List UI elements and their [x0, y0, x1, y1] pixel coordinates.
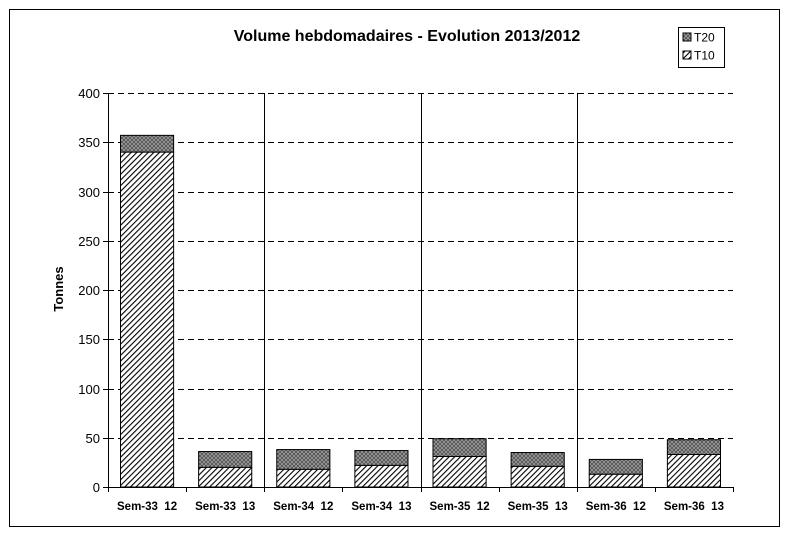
y-tick-label: 200	[78, 283, 100, 298]
bar-t20	[510, 452, 565, 467]
y-tick-label: 100	[78, 382, 100, 397]
bar-t10	[510, 465, 565, 488]
x-tick-label: Sem-33 12	[117, 501, 177, 513]
bar-t20	[354, 450, 409, 466]
legend-label-t20: T20	[694, 31, 715, 45]
bar-t10	[276, 468, 331, 488]
y-tick-label: 350	[78, 135, 100, 150]
bar-t10	[588, 473, 643, 488]
bar-t20	[432, 438, 487, 457]
bar-t20	[276, 449, 331, 470]
legend-swatch-t20	[682, 32, 692, 42]
x-tick-label: Sem-33 13	[195, 501, 255, 513]
x-tick-label: Sem-35 12	[430, 501, 490, 513]
y-tick-label: 150	[78, 332, 100, 347]
bar-t10	[666, 453, 721, 488]
bar-t10	[432, 455, 487, 488]
bar-t10	[198, 466, 253, 488]
x-tick-label: Sem-35 13	[508, 501, 568, 513]
axes	[108, 93, 733, 488]
bar-t20	[666, 439, 721, 455]
y-axis-title-group: Tonnes	[51, 266, 66, 311]
bar-t20	[120, 134, 175, 153]
y-tick-label: 50	[86, 431, 100, 446]
x-tick-label: Sem-36 12	[586, 501, 646, 513]
legend-label-t10: T10	[694, 49, 715, 63]
category-separators	[264, 93, 578, 487]
bars	[120, 134, 721, 488]
y-tick-label: 400	[78, 86, 100, 101]
chart-title: Volume hebdomadaires - Evolution 2013/20…	[234, 28, 581, 45]
y-axis-title: Tonnes	[51, 266, 66, 311]
x-tick-label: Sem-34 13	[351, 501, 411, 513]
y-tick-label: 300	[78, 185, 100, 200]
y-tick-label: 250	[78, 234, 100, 249]
x-tick-label: Sem-34 12	[273, 501, 333, 513]
gridlines	[108, 93, 733, 439]
bar-t10	[354, 464, 409, 488]
y-axis-ticks: 0 50 100 150 200 250 300 350 400	[78, 86, 108, 495]
x-tick-label: Sem-36 13	[664, 501, 724, 513]
bar-t20	[588, 458, 643, 475]
legend-swatch-t10	[682, 50, 692, 60]
bar-t10	[120, 151, 175, 488]
y-tick-label: 0	[93, 480, 100, 495]
bar-t20	[198, 451, 253, 468]
x-axis-ticks: Sem-33 12 Sem-33 13 Sem-34 12 Sem-34 13 Sem-…	[108, 487, 734, 513]
